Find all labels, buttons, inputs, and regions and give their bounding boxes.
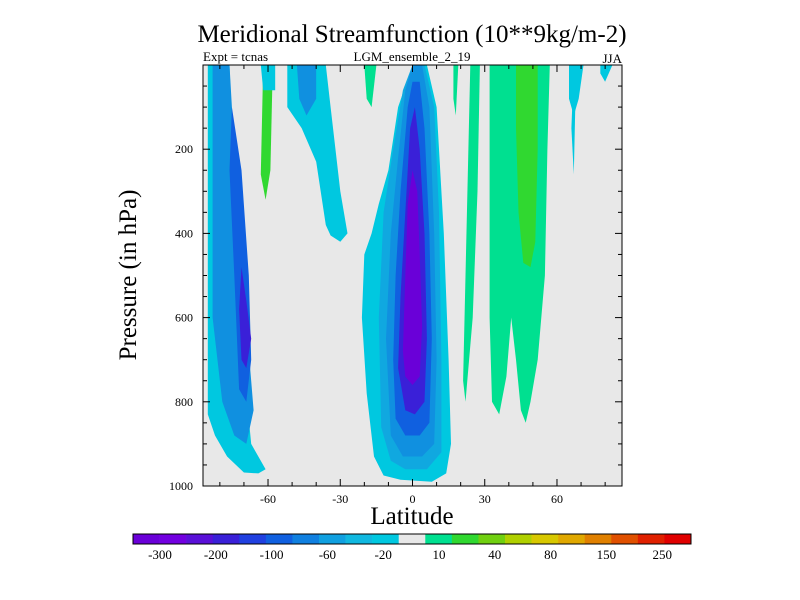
colorbar-frame [132,533,692,545]
x-tick-label: 0 [410,492,416,506]
colorbar-tick-label: 150 [597,547,617,562]
colorbar-swatch [611,534,639,544]
colorbar-swatch [212,534,240,544]
colorbar-swatch [664,534,692,544]
colorbar-swatch [292,534,320,544]
y-tick-label: 600 [175,311,193,325]
colorbar-swatch [637,534,665,544]
x-axis-label: Latitude [370,503,453,530]
colorbar-swatch [451,534,479,544]
axis-ticks: -60 -30 0 30 60 200 400 600 800 1000 [169,65,622,506]
colorbar-tick-label: -200 [204,547,228,562]
colorbar-swatch [478,534,506,544]
colorbar-tick-label: 250 [652,547,672,562]
contour-region-green [516,65,538,268]
y-axis-label: Pressure (in hPa) [115,190,142,361]
contour-region-teal [453,65,459,116]
contour-region-blue-light [296,65,317,116]
colorbar-swatch [531,534,559,544]
y-tick-label: 1000 [169,479,193,493]
colorbar-swatch [319,534,346,544]
colorbar-swatch [265,534,293,544]
colorbar-swatch [558,534,586,544]
plot-area: -60 -30 0 30 60 200 400 600 800 1000 [169,64,623,506]
subtitle-center: LGM_ensemble_2_19 [354,49,471,64]
colorbar-tick-label: -300 [148,547,172,562]
colorbar-swatch [345,534,373,544]
colorbar-swatch [186,534,214,544]
colorbar-tick-label: 80 [544,547,557,562]
contour-region-teal [364,65,377,108]
contour-region-cyan [260,65,276,91]
contour-region-cyan [287,65,348,242]
contour-region-teal [463,65,480,402]
x-tick-label: 60 [551,492,563,506]
colorbar: -300 -200 -100 -60 -20 10 40 80 150 250 [132,533,692,562]
colorbar-swatch [425,534,453,544]
x-tick-label: -30 [332,492,348,506]
x-tick-label: 30 [479,492,491,506]
contour-region-cyan [600,65,613,82]
colorbar-swatch [133,534,160,544]
colorbar-swatch [505,534,532,544]
contour-regions [207,65,613,482]
y-tick-label: 800 [175,395,193,409]
contour-region-cyan [571,65,577,175]
colorbar-swatch [584,534,612,544]
subtitle-right: JJA [602,51,622,66]
contour-region-green [260,65,273,200]
colorbar-swatch [239,534,267,544]
y-tick-label: 400 [175,226,193,240]
colorbar-swatch [159,534,187,544]
x-tick-label: -60 [260,492,276,506]
contour-region-purple [402,170,423,385]
y-tick-label: 200 [175,142,193,156]
contour-region-blue-dark [239,267,252,369]
colorbar-tick-label: 10 [433,547,446,562]
colorbar-tick-label: 40 [488,547,501,562]
colorbar-tick-label: -60 [319,547,336,562]
colorbar-tick-label: -100 [260,547,284,562]
subtitle-left: Expt = tcnas [203,49,268,64]
chart-title: Meridional Streamfunction (10**9kg/m-2) [197,21,626,48]
colorbar-tick-label: -20 [375,547,392,562]
colorbar-swatch [398,534,426,544]
colorbar-swatch [372,534,400,544]
